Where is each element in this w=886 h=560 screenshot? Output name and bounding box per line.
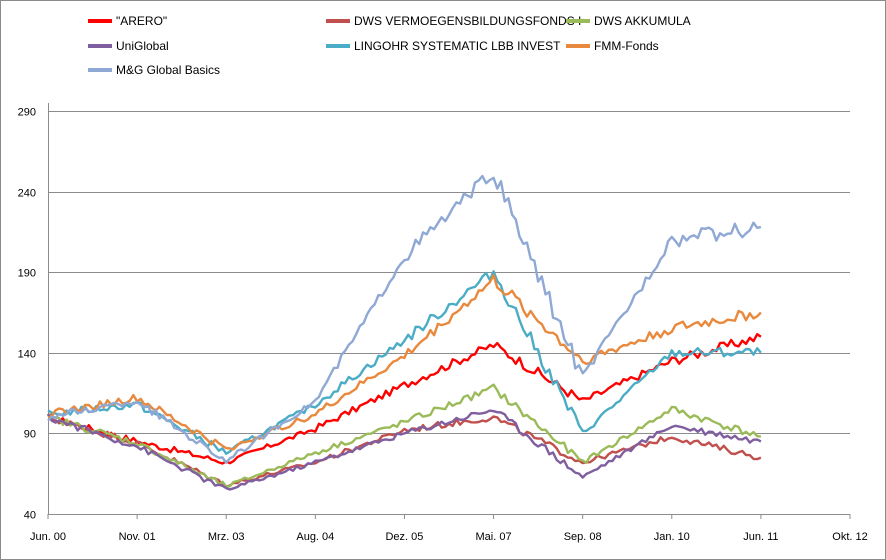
legend-item-dws-vermoegensbildungsfonds: DWS VERMOEGENSBILDUNGSFONDS I <box>326 13 581 29</box>
y-tick-label: 240 <box>18 188 36 200</box>
legend-swatch-dws-vermoegensbildungsfonds <box>326 19 350 23</box>
x-tick-label: Mrz. 03 <box>208 531 245 543</box>
x-tick-label: Jun. 11 <box>743 531 778 543</box>
x-tick-label: Dez. 05 <box>385 531 423 543</box>
series-line-2 <box>47 383 762 488</box>
legend-swatch-arero <box>88 19 112 23</box>
x-tick-label: Aug. 04 <box>296 531 334 543</box>
x-tick-label: Nov. 01 <box>119 531 156 543</box>
series-line-0 <box>47 333 762 465</box>
y-tick-label: 90 <box>24 429 36 441</box>
legend-swatch-lingohr <box>326 44 350 48</box>
series-line-5 <box>47 274 762 451</box>
x-tick-label: Mai. 07 <box>476 531 512 543</box>
axes: 40 90 140 190 240 290 Jun. 00 Nov. 01 Mrz. 03 Aug… <box>18 103 868 543</box>
series-line-4 <box>47 270 762 455</box>
legend-item-fmm-fonds: FMM-Fonds <box>566 38 659 54</box>
legend-label-dws-vermoegensbildungsfonds: DWS VERMOEGENSBILDUNGSFONDS I <box>354 14 582 28</box>
series-line-3 <box>46 409 762 491</box>
x-tick-label: Sep. 08 <box>564 531 602 543</box>
legend-item-arero: "ARERO" <box>88 13 167 29</box>
legend-label-uniglobal: UniGlobal <box>116 39 169 53</box>
x-tick-label: Okt. 12 <box>832 531 867 543</box>
gridlines <box>48 111 850 434</box>
legend-swatch-dws-akkumula <box>566 19 590 23</box>
x-tick-label: Jun. 00 <box>30 531 66 543</box>
legend-item-dws-akkumula: DWS AKKUMULA <box>566 13 691 29</box>
legend-swatch-uniglobal <box>88 44 112 48</box>
legend-item-uniglobal: UniGlobal <box>88 38 169 54</box>
x-tick-label: Jan. 10 <box>654 531 690 543</box>
y-tick-label: 190 <box>18 268 36 280</box>
legend-label-dws-akkumula: DWS AKKUMULA <box>594 14 691 28</box>
y-tick-label: 290 <box>18 107 36 119</box>
legend-label-arero: "ARERO" <box>116 14 168 28</box>
y-tick-label: 40 <box>24 510 36 522</box>
legend-item-mg-global-basics: M&G Global Basics <box>88 62 220 78</box>
legend-label-fmm-fonds: FMM-Fonds <box>594 39 659 53</box>
series-line-1 <box>47 413 762 488</box>
legend-item-lingohr: LINGOHR SYSTEMATIC LBB INVEST <box>326 38 560 54</box>
legend-label-lingohr: LINGOHR SYSTEMATIC LBB INVEST <box>354 39 561 53</box>
series-lines <box>46 174 762 491</box>
series-line-6 <box>47 174 762 464</box>
y-tick-label: 140 <box>18 349 36 361</box>
legend-swatch-fmm-fonds <box>566 44 590 48</box>
legend-label-mg-global-basics: M&G Global Basics <box>116 63 221 77</box>
legend-swatch-mg-global-basics <box>88 68 112 72</box>
